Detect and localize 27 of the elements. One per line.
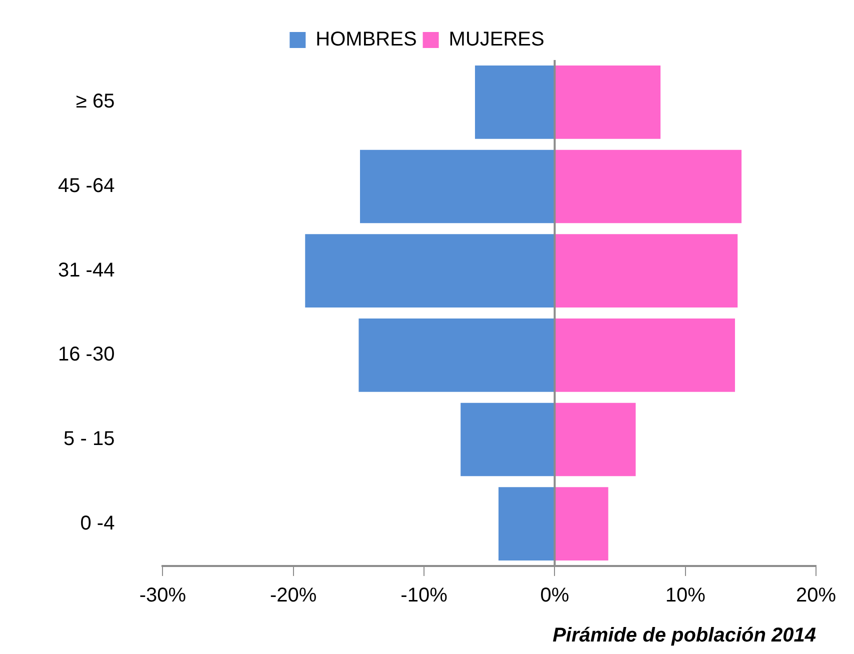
bar: [498, 487, 554, 561]
x-tick-label: -30%: [139, 584, 186, 607]
x-tick-label: 20%: [796, 584, 836, 607]
y-tick-label: 31 -44: [58, 259, 115, 282]
bar: [474, 65, 554, 139]
legend-label: HOMBRES: [316, 28, 417, 51]
bar: [555, 234, 738, 308]
x-tick-label: 0%: [540, 584, 570, 607]
y-tick-label: 5 - 15: [64, 428, 115, 450]
bar: [555, 150, 742, 224]
bar: [358, 318, 554, 392]
bar: [305, 234, 554, 308]
bar: [460, 402, 554, 476]
bar: [555, 318, 735, 392]
x-tick-label: -10%: [400, 584, 448, 607]
y-tick-label: 0 -4: [80, 512, 115, 534]
y-tick-label: 45 -64: [58, 175, 115, 198]
bar: [360, 150, 554, 224]
bar: [555, 487, 608, 561]
bar: [555, 65, 661, 139]
text: Pirámide de población 2014: [552, 624, 816, 647]
y-tick-label: 16 -30: [58, 344, 115, 366]
x-tick-label: 10%: [665, 584, 706, 607]
legend-label: MUJERES: [448, 28, 544, 51]
y-tick-label: ≥ 65: [76, 90, 115, 113]
bar: [555, 402, 636, 476]
x-tick-label: -20%: [270, 584, 317, 607]
